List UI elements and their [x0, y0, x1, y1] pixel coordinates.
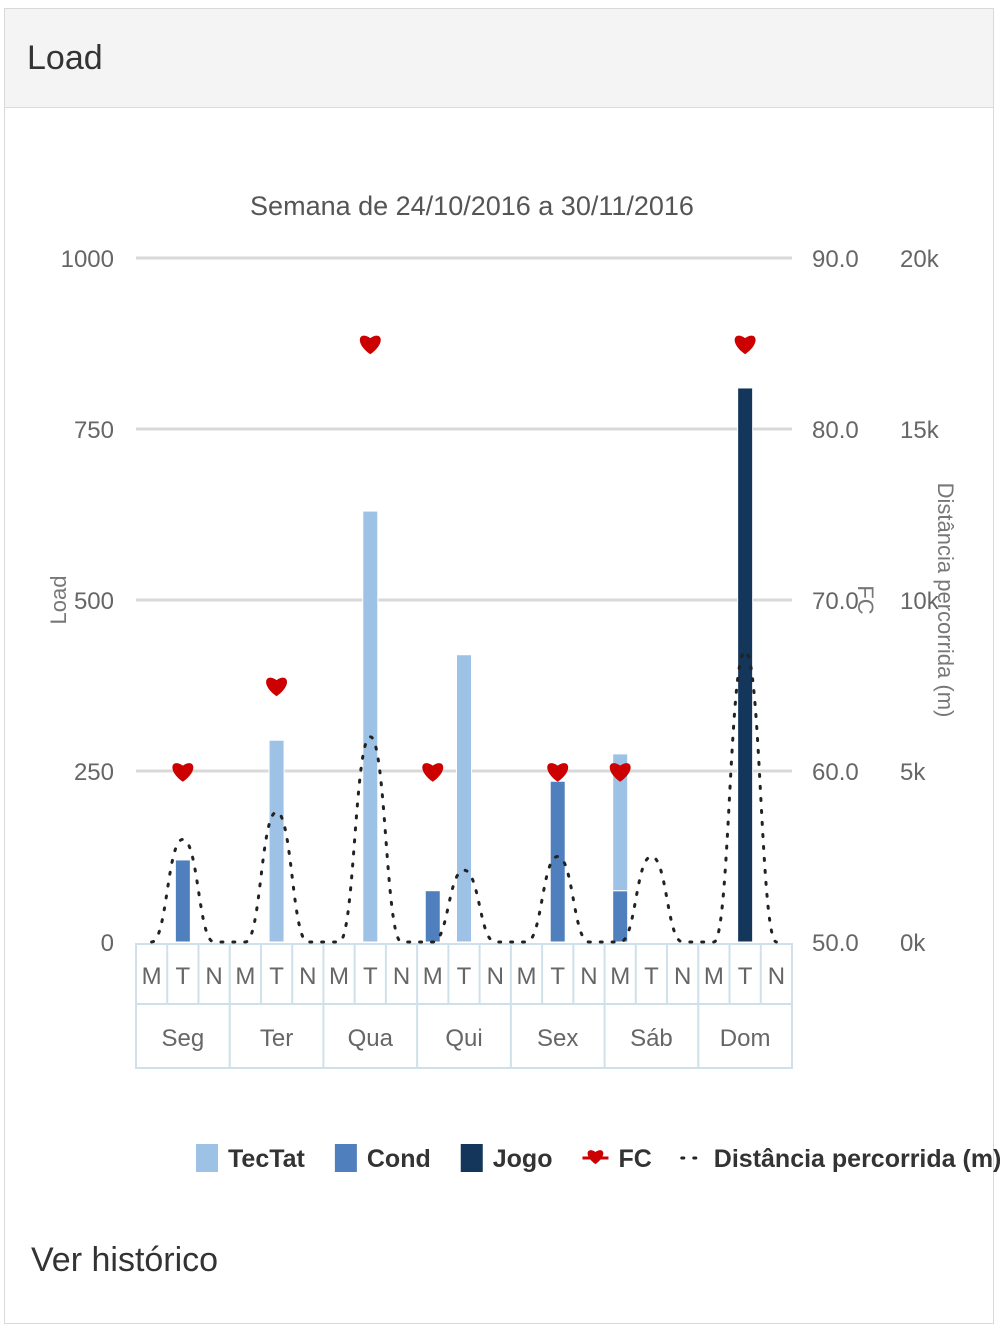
y2-tick-label: 90.0 — [812, 246, 859, 273]
period-label: N — [205, 963, 222, 990]
y-axis-title: Load — [46, 576, 71, 625]
period-label: M — [610, 963, 630, 990]
legend-item-label: FC — [618, 1145, 651, 1173]
period-label: N — [674, 963, 691, 990]
y3-tick-label: 10k — [900, 588, 940, 615]
y2-tick-label: 50.0 — [812, 930, 859, 957]
day-label: Ter — [260, 1025, 293, 1052]
y-tick-label: 0 — [101, 930, 114, 957]
bar-tectat — [612, 753, 629, 892]
fc-marker — [734, 335, 756, 355]
fc-marker — [547, 763, 569, 782]
period-label: N — [299, 963, 316, 990]
bar-cond — [549, 780, 566, 943]
period-label: N — [393, 963, 410, 990]
y2-tick-label: 60.0 — [812, 759, 859, 786]
period-label: M — [235, 963, 255, 990]
period-label: T — [550, 963, 565, 990]
bar-cond — [424, 890, 441, 943]
bar-jogo — [737, 387, 754, 943]
bar-tectat — [362, 510, 379, 943]
period-label: T — [644, 963, 659, 990]
y3-tick-label: 15k — [900, 417, 940, 444]
history-link[interactable]: Ver histórico — [31, 1241, 219, 1279]
card-header: Load — [5, 9, 993, 108]
legend-swatch-jogo — [460, 1144, 483, 1172]
period-label: T — [269, 963, 284, 990]
period-label: T — [363, 963, 378, 990]
legend-item-label: Distância percorrida (m) — [714, 1145, 1000, 1173]
period-label: N — [768, 963, 785, 990]
period-label: M — [329, 963, 349, 990]
legend-swatch-tectat — [196, 1144, 218, 1172]
y2-tick-label: 80.0 — [812, 417, 859, 444]
y-tick-label: 250 — [74, 759, 114, 786]
legend-fc-icon — [587, 1150, 604, 1165]
category-axis — [135, 943, 793, 1069]
bar-cond — [612, 890, 629, 943]
day-label: Qua — [348, 1025, 394, 1052]
bar-cond — [174, 859, 191, 943]
day-label: Sáb — [630, 1025, 673, 1052]
period-label: M — [516, 963, 536, 990]
card-title: Load — [27, 39, 103, 77]
legend-item-label: Jogo — [493, 1145, 553, 1173]
y2-axis-title: FC — [853, 585, 878, 614]
legend-swatch-cond — [334, 1144, 357, 1172]
day-label: Qui — [445, 1025, 482, 1052]
day-label: Dom — [720, 1025, 771, 1052]
period-label: M — [704, 963, 724, 990]
load-card: Load Ver histórico — [4, 8, 994, 1324]
y-tick-label: 500 — [74, 588, 114, 615]
period-label: N — [580, 963, 597, 990]
fc-marker — [609, 763, 631, 782]
y3-tick-label: 5k — [900, 759, 926, 786]
y3-tick-label: 0k — [900, 930, 926, 957]
period-label: T — [738, 963, 753, 990]
y-tick-label: 1000 — [61, 246, 114, 273]
y2-tick-label: 70.0 — [812, 588, 859, 615]
period-label: N — [487, 963, 504, 990]
day-label: Seg — [162, 1025, 205, 1052]
y-tick-label: 750 — [74, 417, 114, 444]
legend-item-label: TecTat — [228, 1145, 306, 1173]
period-label: T — [176, 963, 191, 990]
fc-marker — [266, 677, 288, 697]
legend-item-label: Cond — [367, 1145, 431, 1173]
period-label: M — [423, 963, 443, 990]
bar-tectat — [456, 654, 472, 943]
period-label: T — [457, 963, 472, 990]
fc-marker — [172, 763, 194, 782]
y3-axis-title: Distância percorrida (m) — [933, 483, 958, 718]
bar-tectat — [268, 739, 285, 943]
day-label: Sex — [537, 1025, 578, 1052]
fc-marker — [359, 335, 381, 355]
chart-title: Semana de 24/10/2016 a 30/11/2016 — [250, 191, 694, 221]
fc-marker — [422, 763, 444, 782]
period-label: M — [142, 963, 162, 990]
y3-tick-label: 20k — [900, 246, 940, 273]
